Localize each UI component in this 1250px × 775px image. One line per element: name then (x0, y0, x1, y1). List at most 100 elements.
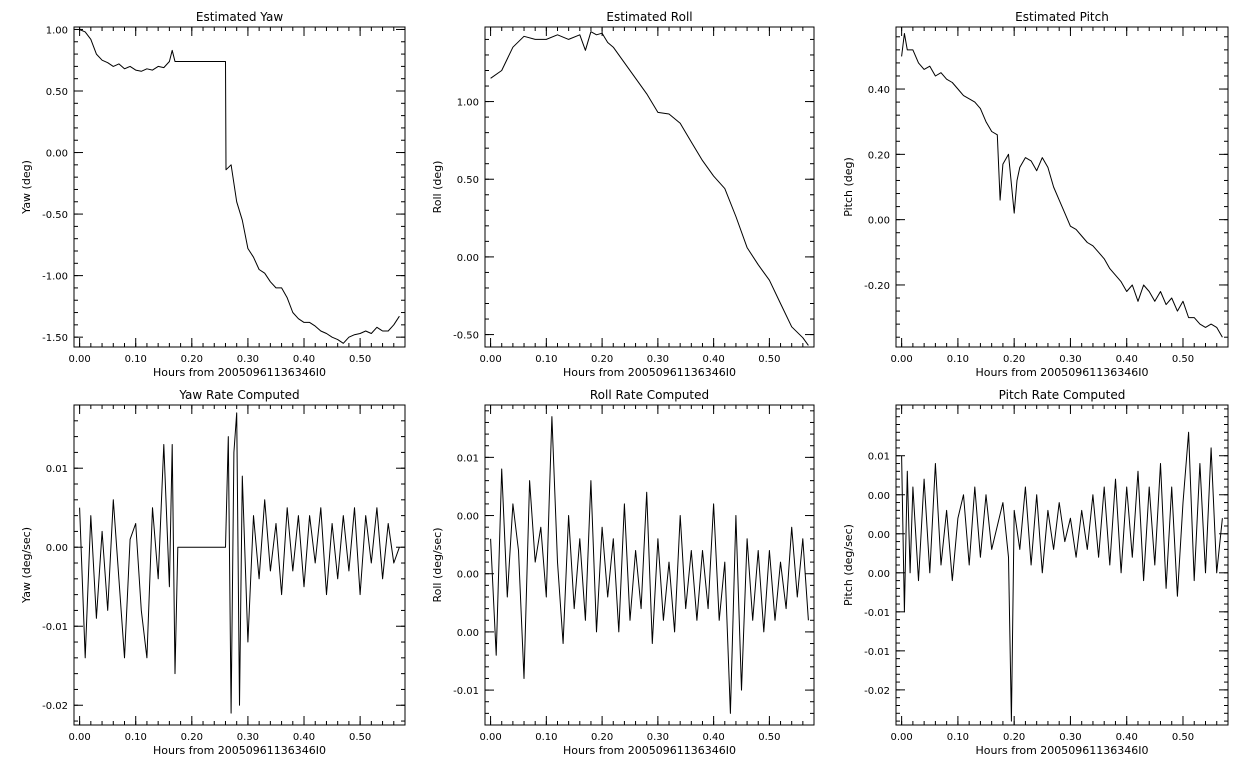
x-tick-label: 0.30 (647, 732, 669, 743)
series-line-roll-0 (490, 31, 809, 346)
y-tick-label: 0.00 (46, 149, 68, 160)
series-line-pitch-0 (901, 33, 1223, 338)
chart-yaw-rate: Yaw Rate Computed Hours from 200509611363… (20, 388, 406, 757)
y-axis-label: Pitch (deg) (842, 157, 855, 217)
y-tick-label: 0.00 (457, 628, 479, 639)
x-tick-label: 0.30 (237, 354, 259, 365)
x-tick-label: 0.30 (1059, 732, 1081, 743)
series-line-pitch-rate-0 (901, 431, 1223, 722)
y-tick-label: 0.20 (868, 150, 890, 161)
x-axis-label: Hours from 20050961136346I0 (153, 366, 326, 379)
x-tick-label: 0.50 (1172, 354, 1194, 365)
chart-roll: Estimated Roll Hours from 20050961136346I… (431, 10, 815, 379)
chart-title: Estimated Yaw (196, 10, 283, 24)
x-axis-label: Hours from 20050961136346I0 (153, 744, 326, 757)
x-tick-label: 0.00 (479, 732, 501, 743)
plot-frame (895, 26, 1229, 348)
y-tick-label: 0.00 (457, 512, 479, 523)
y-tick-label: 0.00 (457, 570, 479, 581)
x-tick-label: 0.30 (1059, 354, 1081, 365)
y-tick-label: 0.00 (868, 530, 890, 541)
y-tick-label: -1.50 (42, 333, 68, 344)
x-tick-label: 0.40 (293, 732, 315, 743)
series-line-roll-rate-0 (490, 416, 809, 714)
plot-frame (484, 26, 815, 348)
y-tick-label: 0.01 (46, 464, 68, 475)
y-axis-label: Yaw (deg/sec) (20, 527, 33, 604)
chart-title: Roll Rate Computed (590, 388, 709, 402)
y-tick-label: 0.40 (868, 85, 890, 96)
x-tick-label: 0.50 (758, 354, 780, 365)
x-tick-label: 0.10 (125, 354, 147, 365)
x-axis-label: Hours from 20050961136346I0 (563, 366, 736, 379)
y-axis-label: Yaw (deg) (20, 160, 33, 215)
y-tick-label: -0.02 (42, 701, 68, 712)
y-tick-label: 0.00 (868, 491, 890, 502)
y-tick-label: -1.00 (42, 272, 68, 283)
y-tick-label: 0.00 (457, 253, 479, 264)
plot-frame (73, 26, 406, 348)
x-tick-label: 0.50 (758, 732, 780, 743)
y-tick-label: 0.00 (868, 569, 890, 580)
x-tick-label: 0.40 (702, 732, 724, 743)
x-tick-label: 0.50 (1172, 732, 1194, 743)
y-tick-label: -0.01 (42, 622, 68, 633)
y-tick-label: 0.50 (46, 87, 68, 98)
x-tick-label: 0.20 (1003, 732, 1025, 743)
y-tick-label: -0.02 (864, 686, 890, 697)
x-tick-label: 0.10 (125, 732, 147, 743)
y-tick-label: 0.01 (868, 452, 890, 463)
y-axis-label: Roll (deg/sec) (431, 527, 444, 602)
x-tick-label: 0.40 (1116, 354, 1138, 365)
x-tick-label: 0.30 (237, 732, 259, 743)
x-tick-label: 0.40 (1116, 732, 1138, 743)
x-tick-label: 0.00 (890, 732, 912, 743)
plot-frame (73, 404, 406, 726)
x-tick-label: 0.20 (181, 354, 203, 365)
x-tick-label: 0.30 (647, 354, 669, 365)
y-axis-label: Roll (deg) (431, 161, 444, 214)
chart-pitch-rate: Pitch Rate Computed Hours from 2005096113… (842, 388, 1229, 757)
y-tick-label: -0.50 (453, 331, 479, 342)
series-line-yaw-0 (79, 29, 400, 344)
x-axis-label: Hours from 20050961136346I0 (975, 366, 1148, 379)
x-tick-label: 0.40 (293, 354, 315, 365)
x-tick-label: 0.10 (947, 354, 969, 365)
y-tick-label: -0.01 (864, 647, 890, 658)
x-axis-label: Hours from 20050961136346I0 (563, 744, 736, 757)
y-tick-label: -0.20 (864, 281, 890, 292)
x-tick-label: 0.50 (349, 354, 371, 365)
x-tick-label: 0.10 (535, 354, 557, 365)
y-tick-label: 0.50 (457, 175, 479, 186)
chart-pitch: Estimated Pitch Hours from 20050961136346… (842, 10, 1229, 379)
chart-title: Estimated Pitch (1015, 10, 1109, 24)
y-tick-label: 1.00 (457, 98, 479, 109)
plot-frame (484, 404, 815, 726)
x-tick-label: 0.50 (349, 732, 371, 743)
x-tick-label: 0.20 (1003, 354, 1025, 365)
chart-title: Yaw Rate Computed (178, 388, 299, 402)
chart-title: Pitch Rate Computed (999, 388, 1126, 402)
y-tick-label: -0.01 (453, 686, 479, 697)
x-axis-label: Hours from 20050961136346I0 (975, 744, 1148, 757)
x-tick-label: 0.10 (947, 732, 969, 743)
x-tick-label: 0.10 (535, 732, 557, 743)
chart-roll-rate: Roll Rate Computed Hours from 20050961136… (431, 388, 815, 757)
x-tick-label: 0.00 (890, 354, 912, 365)
y-tick-label: 0.00 (868, 216, 890, 227)
y-tick-label: 0.00 (46, 543, 68, 554)
x-tick-label: 0.20 (181, 732, 203, 743)
y-tick-label: 0.01 (457, 453, 479, 464)
plot-frame (895, 404, 1229, 726)
x-tick-label: 0.20 (591, 732, 613, 743)
x-tick-label: 0.00 (68, 354, 90, 365)
chart-title: Estimated Roll (606, 10, 692, 24)
y-tick-label: 1.00 (46, 25, 68, 36)
x-tick-label: 0.40 (702, 354, 724, 365)
y-axis-label: Pitch (deg/sec) (842, 524, 855, 606)
x-tick-label: 0.00 (68, 732, 90, 743)
x-tick-label: 0.20 (591, 354, 613, 365)
y-tick-label: -0.01 (864, 608, 890, 619)
series-line-yaw-rate-0 (79, 412, 400, 714)
